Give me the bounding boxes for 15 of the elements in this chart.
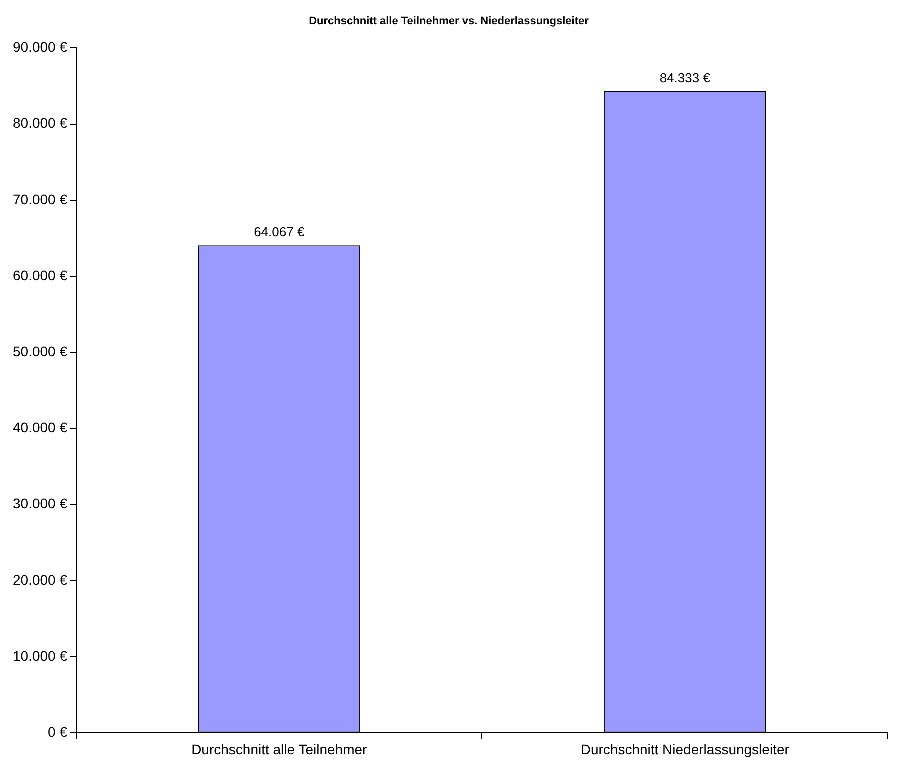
y-tick-label: 40.000 € [12, 420, 68, 436]
data-label: 64.067 € [254, 224, 306, 240]
y-tick-label: 80.000 € [12, 115, 68, 132]
x-tick-label: Durchschnitt Niederlassungsleiter [580, 741, 790, 758]
y-tick-label: 60.000 € [12, 267, 68, 284]
data-label: 84.333 € [660, 70, 712, 86]
x-tick-label: Durchschnitt alle Teilnehmer [192, 741, 368, 758]
y-tick-label: 50.000 € [12, 344, 68, 360]
y-tick-label: 10.000 € [12, 648, 68, 664]
y-tick-label: 90.000 € [12, 39, 68, 56]
y-tick-label: 30.000 € [12, 496, 68, 512]
y-tick-label: 0 € [48, 724, 68, 740]
y-tick-label: 70.000 € [12, 191, 68, 208]
chart-title: Durchschnitt alle Teilnehmer vs. Niederlassungsleiter [309, 16, 590, 28]
y-tick-label: 20.000 € [12, 572, 68, 588]
